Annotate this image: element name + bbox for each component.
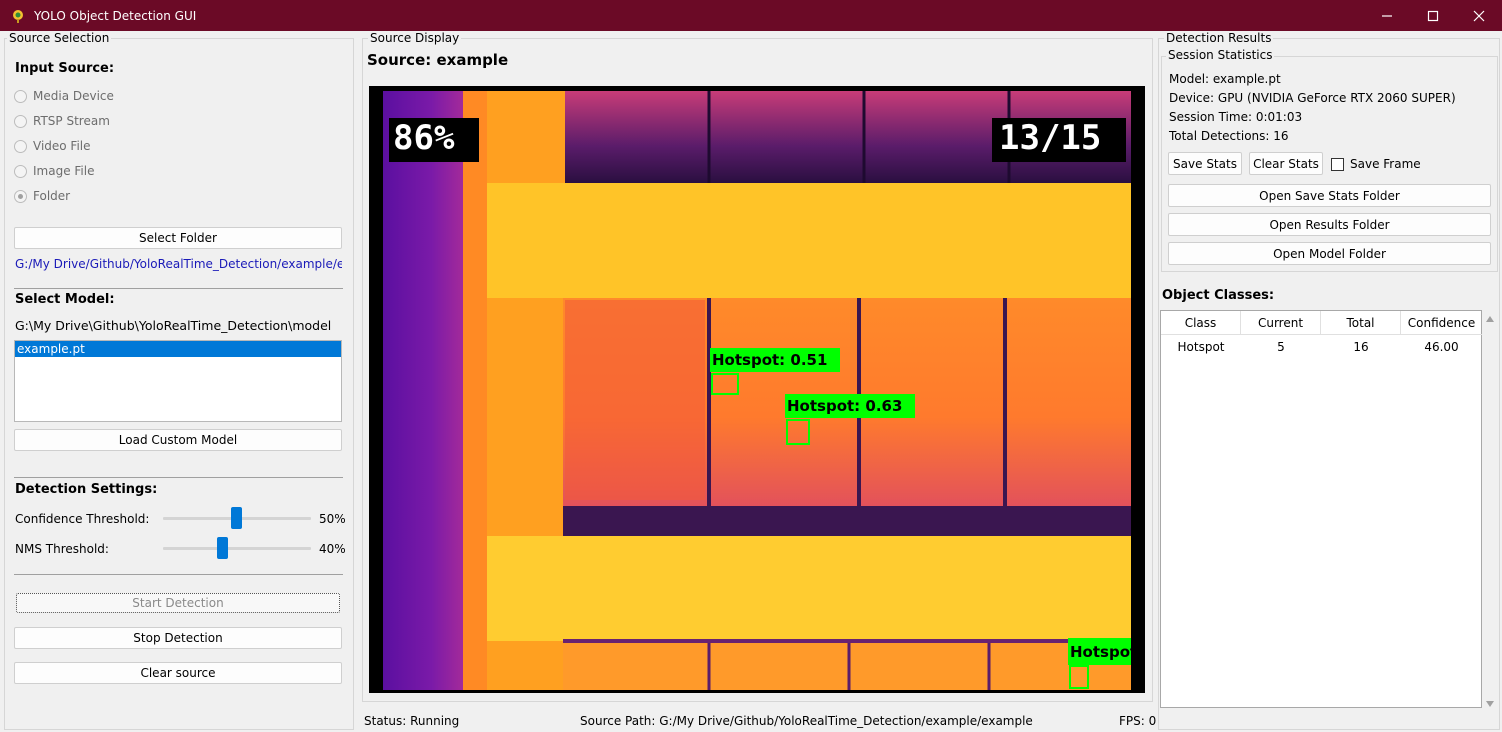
video-frame: 86% 13/15 Hotspot: 0.51 Hotspot: 0.63 Ho… (369, 86, 1145, 693)
radio-media-device[interactable]: Media Device (14, 89, 114, 103)
model-directory: G:\My Drive\Github\YoloRealTime_Detectio… (15, 318, 332, 333)
column-header-class[interactable]: Class (1161, 311, 1241, 335)
maximize-button[interactable] (1410, 0, 1456, 31)
minimize-icon (1382, 14, 1392, 17)
maximize-icon (1427, 10, 1439, 21)
input-source-heading: Input Source: (15, 61, 115, 76)
close-button[interactable] (1456, 0, 1502, 31)
model-info: Model: example.pt (1169, 72, 1281, 86)
session-statistics-label: Session Statistics (1166, 48, 1275, 62)
radio-label: Media Device (33, 89, 114, 103)
app-icon (13, 9, 23, 23)
table-cell: 16 (1353, 340, 1369, 354)
detection-label: Hotspot (1070, 643, 1131, 661)
total-detections: Total Detections: 16 (1169, 129, 1289, 143)
status-text: Status: Running (364, 714, 460, 728)
radio-label: Video File (33, 139, 91, 153)
clear-stats-button[interactable]: Clear Stats (1249, 152, 1323, 175)
save-stats-button[interactable]: Save Stats (1168, 152, 1242, 175)
thermal-image (383, 91, 1131, 690)
radio-rtsp-stream[interactable]: RTSP Stream (14, 114, 110, 128)
save-frame-label: Save Frame (1350, 157, 1421, 171)
radio-image-file[interactable]: Image File (14, 164, 94, 178)
detection-label: Hotspot: 0.51 (712, 351, 828, 369)
table-cell: 5 (1277, 340, 1285, 354)
session-statistics-group (1161, 56, 1498, 272)
window-title: YOLO Object Detection GUI (34, 8, 197, 23)
confidence-value: 50% (319, 512, 346, 526)
detection-label: Hotspot: 0.63 (787, 397, 903, 415)
object-classes-table[interactable]: Class Current Total Confidence Hotspot 5… (1160, 310, 1482, 708)
scroll-up-icon[interactable] (1485, 312, 1495, 326)
model-listbox[interactable]: example.pt (14, 340, 342, 422)
select-model-heading: Select Model: (15, 292, 115, 307)
source-display-label: Source Display (368, 31, 462, 45)
open-results-folder-button[interactable]: Open Results Folder (1168, 213, 1491, 236)
clear-source-button[interactable]: Clear source (14, 662, 342, 684)
radio-label: Folder (33, 189, 71, 203)
radio-video-file[interactable]: Video File (14, 139, 91, 153)
confidence-slider-thumb[interactable] (231, 507, 242, 529)
table-cell: 46.00 (1424, 340, 1459, 354)
select-folder-button[interactable]: Select Folder (14, 227, 342, 249)
session-time: Session Time: 0:01:03 (1169, 110, 1303, 124)
nms-threshold-label: NMS Threshold: (15, 542, 109, 556)
separator (14, 477, 343, 478)
stop-detection-button[interactable]: Stop Detection (14, 627, 342, 649)
source-selection-label: Source Selection (7, 31, 112, 45)
close-icon (1473, 10, 1485, 21)
fps-text: FPS: 0 (1119, 714, 1157, 728)
object-classes-heading: Object Classes: (1162, 288, 1275, 303)
table-cell: Hotspot (1177, 340, 1225, 354)
open-save-stats-folder-button[interactable]: Open Save Stats Folder (1168, 184, 1491, 207)
source-display-group (362, 38, 1153, 702)
radio-label: RTSP Stream (33, 114, 110, 128)
load-custom-model-button[interactable]: Load Custom Model (14, 429, 342, 451)
separator (14, 574, 343, 575)
radio-folder[interactable]: Folder (14, 189, 70, 203)
nms-value: 40% (319, 542, 346, 556)
detection-settings-heading: Detection Settings: (15, 482, 158, 497)
model-list-item[interactable]: example.pt (15, 341, 341, 357)
device-info: Device: GPU (NVIDIA GeForce RTX 2060 SUP… (1169, 91, 1456, 105)
title-bar: YOLO Object Detection GUI (0, 0, 1502, 31)
minimize-button[interactable] (1364, 0, 1410, 31)
column-header-current[interactable]: Current (1241, 311, 1321, 335)
nms-slider-track[interactable] (163, 547, 311, 550)
column-header-total[interactable]: Total (1321, 311, 1401, 335)
detection-results-group (1158, 38, 1500, 730)
frame-counter-overlay: 13/15 (999, 118, 1102, 158)
detection-results-label: Detection Results (1164, 31, 1274, 45)
scroll-down-icon[interactable] (1485, 697, 1495, 711)
confidence-threshold-label: Confidence Threshold: (15, 512, 150, 526)
source-path-text: Source Path: G:/My Drive/Github/YoloReal… (580, 714, 1033, 728)
column-header-confidence[interactable]: Confidence (1401, 311, 1482, 335)
open-model-folder-button[interactable]: Open Model Folder (1168, 242, 1491, 265)
source-title: Source: example (367, 51, 509, 69)
save-frame-checkbox[interactable]: Save Frame (1331, 157, 1421, 171)
progress-overlay: 86% (393, 118, 455, 158)
source-selection-group (4, 38, 354, 730)
separator (14, 288, 343, 289)
nms-slider-thumb[interactable] (217, 537, 228, 559)
radio-label: Image File (33, 164, 95, 178)
folder-path-link[interactable]: G:/My Drive/Github/YoloRealTime_Detectio… (15, 257, 342, 271)
start-detection-button[interactable]: Start Detection (16, 593, 340, 613)
